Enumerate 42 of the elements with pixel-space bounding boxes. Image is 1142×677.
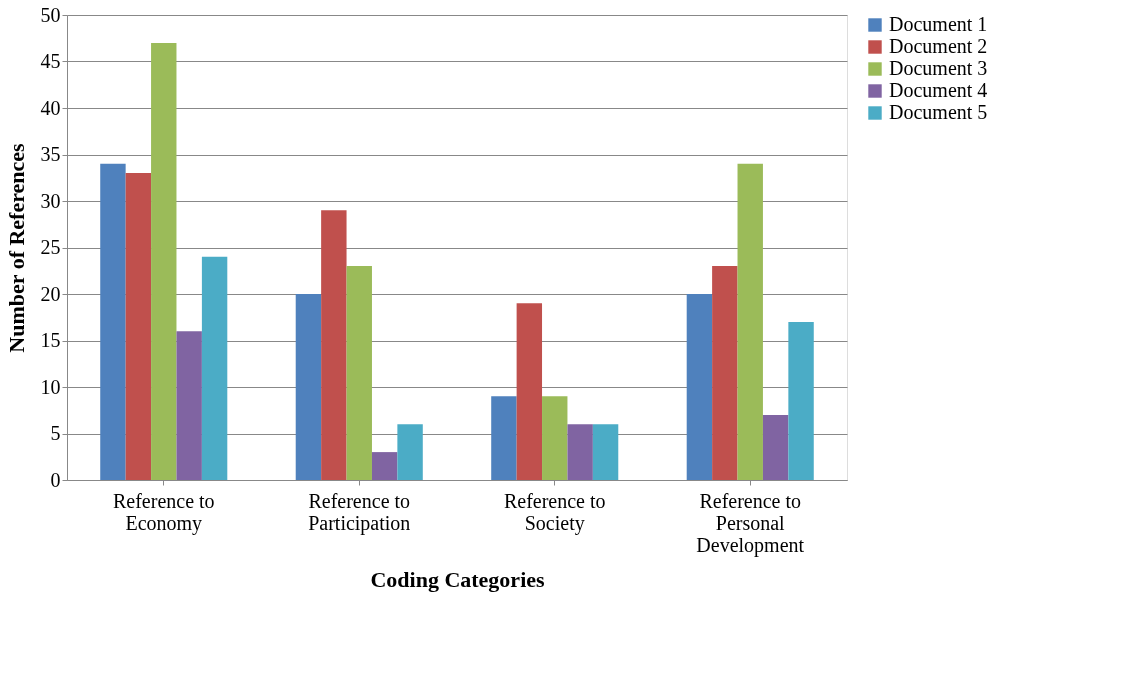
bar (686, 294, 713, 480)
bar (346, 266, 372, 480)
legend-label: Document 2 (889, 35, 988, 57)
bar (737, 163, 763, 480)
bar (100, 163, 126, 480)
y-tick-label: 20 (40, 282, 61, 305)
y-tick-label: 10 (40, 375, 61, 398)
x-tick-label: Reference to Economy (112, 489, 215, 535)
x-tick-label: Reference to Personal Development (696, 489, 805, 557)
bar (491, 396, 517, 480)
y-axis-title: Number of References (3, 142, 29, 353)
bar (542, 396, 568, 480)
bar (397, 424, 423, 480)
legend-label: Document 5 (889, 101, 988, 123)
y-tick-label: 30 (40, 189, 61, 212)
x-tick-label: Reference to Participation (308, 489, 411, 535)
bar (567, 424, 593, 480)
y-tick-label: 50 (40, 3, 61, 26)
y-tick-label: 40 (40, 96, 61, 119)
y-tick-label: 25 (40, 236, 61, 258)
bar (712, 266, 738, 480)
legend-label: Document 4 (889, 79, 988, 101)
x-tick-label: Reference to Society (503, 489, 606, 535)
bar (592, 424, 619, 480)
bar (371, 452, 398, 480)
bar (151, 42, 177, 480)
bar (516, 303, 543, 480)
bar (295, 294, 322, 480)
y-tick-label: 45 (40, 50, 61, 72)
bar (125, 173, 152, 480)
legend-label: Document 1 (889, 13, 988, 35)
bar (321, 210, 347, 480)
y-tick-label: 35 (40, 143, 61, 165)
y-tick-label: 15 (40, 329, 61, 351)
bar (762, 414, 789, 480)
y-tick-label: 5 (50, 422, 61, 444)
bar (788, 321, 814, 480)
y-tick-label: 0 (50, 468, 61, 491)
bar (176, 331, 202, 480)
bar (201, 256, 228, 480)
x-axis-title: Coding Categories (370, 566, 546, 592)
legend-label: Document 3 (889, 57, 988, 79)
